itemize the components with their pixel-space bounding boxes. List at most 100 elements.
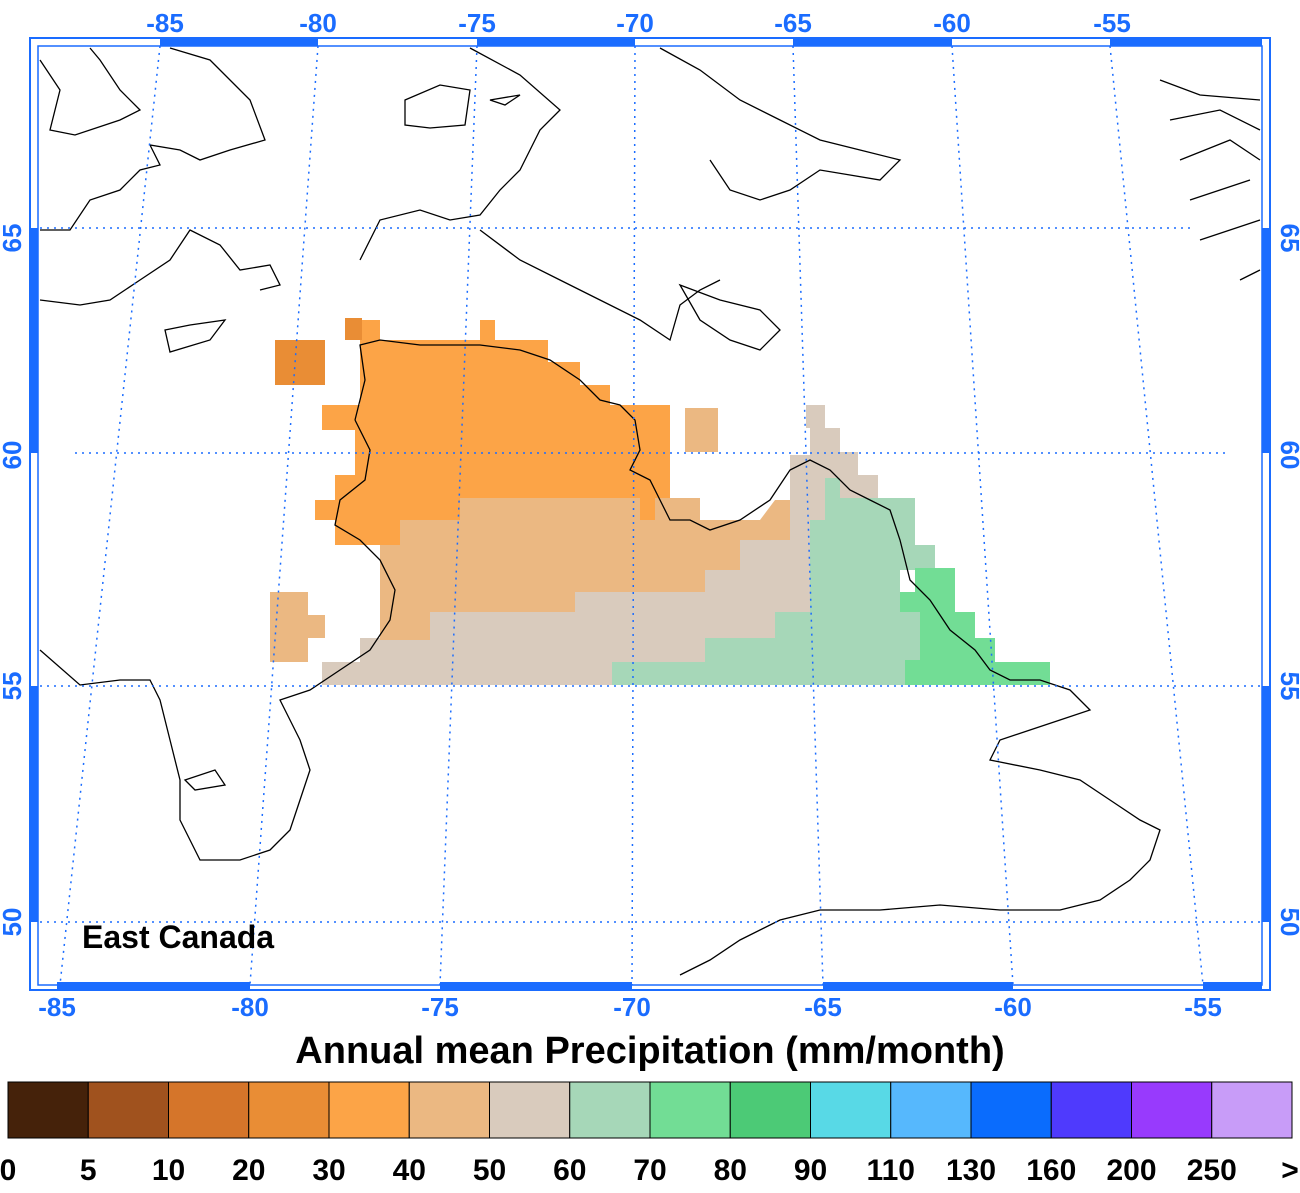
colorbar-label: 200 [1106, 1154, 1156, 1187]
coastline [39, 47, 142, 136]
frame-bar [477, 38, 635, 46]
coastline [39, 47, 281, 306]
colorbar-label: > [1281, 1154, 1299, 1187]
colorbar-swatch [408, 1081, 490, 1139]
coastline [359, 47, 902, 342]
top-lon-label: -80 [299, 8, 337, 38]
bottom-lon-label: -80 [231, 992, 269, 1022]
colorbar-label: 250 [1187, 1154, 1237, 1187]
colorbar-label: 70 [633, 1154, 666, 1187]
frame-bar [160, 38, 318, 46]
top-lon-label: -85 [146, 8, 184, 38]
graticule [40, 45, 1260, 986]
bottom-lon-label: -60 [994, 992, 1032, 1022]
precip-cell [275, 340, 325, 385]
precip-cell [345, 318, 362, 340]
frame-bar [1110, 38, 1262, 46]
colorbar-label: 30 [312, 1154, 345, 1187]
colorbar-swatch [970, 1081, 1052, 1139]
right-lat-label: 55 [1275, 672, 1300, 701]
coastline [183, 769, 227, 791]
frame-bar [1262, 686, 1270, 922]
right-lat-label: 60 [1275, 441, 1300, 470]
coastline [39, 419, 396, 861]
map-inner-frame [37, 45, 1263, 986]
colorbar-swatch [1131, 1081, 1213, 1139]
grid-line [792, 45, 824, 986]
axis-labels: -85 -80 -75 -70 -65 -60 -55 -85 -80 -75 -70 -65 -60 -… [0, 8, 1300, 1022]
bottom-lon-label: -70 [613, 992, 651, 1022]
precip-cell [685, 408, 718, 452]
top-lon-label: -55 [1093, 8, 1131, 38]
frame-bar [30, 686, 38, 922]
colorbar-swatch [168, 1081, 250, 1139]
precip-area [900, 568, 1050, 685]
frame-bar [30, 228, 38, 453]
top-lon-label: -75 [458, 8, 496, 38]
precip-fields [270, 318, 1050, 685]
coastline [354, 339, 1161, 976]
left-lat-label: 60 [0, 441, 27, 470]
colorbar-swatch [649, 1081, 731, 1139]
frame-bar [1262, 228, 1270, 453]
colorbar-label: 20 [232, 1154, 265, 1187]
colorbar-label: 90 [794, 1154, 827, 1187]
frame-bar [440, 982, 632, 990]
left-lat-label: 65 [0, 224, 27, 253]
precip-cell [270, 592, 325, 662]
precip-area [322, 428, 878, 685]
colorbar-swatch [489, 1081, 571, 1139]
coastline [1159, 79, 1261, 281]
colorbar-label: 80 [714, 1154, 747, 1187]
coastline [404, 84, 521, 129]
frame-bar [793, 38, 952, 46]
map-title: Annual mean Precipitation (mm/month) [295, 1030, 1004, 1072]
colorbar-label: 160 [1026, 1154, 1076, 1187]
colorbar-swatch [1050, 1081, 1132, 1139]
colorbar-swatch [890, 1081, 972, 1139]
bottom-lon-label: -85 [38, 992, 76, 1022]
coastline [678, 283, 781, 351]
colorbar-swatch [810, 1081, 892, 1139]
colorbar-label: 60 [553, 1154, 586, 1187]
precip-area [315, 320, 670, 545]
colorbar-label: 50 [473, 1154, 506, 1187]
top-lon-label: -70 [616, 8, 654, 38]
colorbar-swatch [87, 1081, 169, 1139]
colorbar-swatch [729, 1081, 811, 1139]
grid-line [439, 45, 478, 986]
right-lat-label: 65 [1275, 224, 1300, 253]
bottom-lon-label: -55 [1184, 992, 1222, 1022]
colorbar: 0 5 10 20 30 40 50 60 70 80 90 110 130 160 200 250 > [0, 1081, 1299, 1187]
frame-bars [30, 38, 1270, 990]
precip-area [612, 478, 935, 685]
colorbar-label: 40 [393, 1154, 426, 1187]
coastline [164, 319, 227, 353]
left-lat-label: 55 [0, 672, 27, 701]
bottom-lon-label: -65 [804, 992, 842, 1022]
bottom-lon-label: -75 [421, 992, 459, 1022]
colorbar-swatch [569, 1081, 651, 1139]
colorbar-label: 130 [946, 1154, 996, 1187]
precip-cell [806, 405, 825, 428]
top-lon-label: -65 [774, 8, 812, 38]
colorbar-swatch [248, 1081, 330, 1139]
colorbar-label: 5 [80, 1154, 97, 1187]
left-lat-label: 50 [0, 908, 27, 937]
grid-line [631, 45, 636, 986]
grid-line [951, 45, 1014, 986]
frame-bar [823, 982, 1013, 990]
colorbar-label: 0 [0, 1154, 16, 1187]
colorbar-label: 110 [867, 1154, 915, 1187]
coastlines [39, 47, 1261, 976]
frame-bar [1203, 982, 1262, 990]
right-lat-label: 50 [1275, 908, 1300, 937]
colorbar-swatch [7, 1081, 89, 1139]
top-lon-label: -60 [933, 8, 971, 38]
colorbar-label: 10 [152, 1154, 185, 1187]
colorbar-swatch [1211, 1081, 1293, 1139]
region-label: East Canada [82, 919, 274, 955]
